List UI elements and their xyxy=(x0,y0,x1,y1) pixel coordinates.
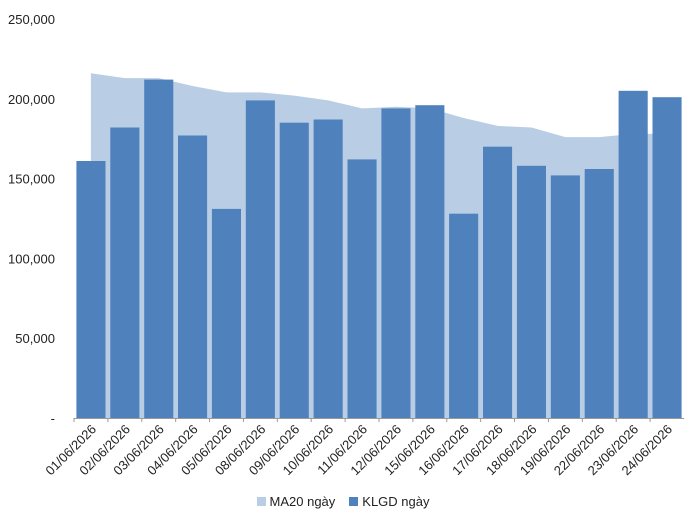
klgd-bar xyxy=(618,90,648,419)
legend-item-ma20: MA20 ngày xyxy=(256,494,336,509)
klgd-bar xyxy=(347,159,377,418)
klgd-bar xyxy=(313,119,343,418)
klgd-bar xyxy=(584,169,614,418)
legend: MA20 ngày KLGD ngày xyxy=(0,494,686,509)
klgd-bar xyxy=(449,213,479,418)
chart: - 50,000 100,000 150,000 200,000 250,000 01/0… xyxy=(8,12,684,478)
klgd-bar xyxy=(483,146,513,418)
legend-item-klgd: KLGD ngày xyxy=(349,494,429,509)
y-axis-ticks: - 50,000 100,000 150,000 200,000 250,000 xyxy=(8,12,55,426)
klgd-bar xyxy=(144,79,174,418)
x-axis-ticks: 01/06/202602/06/202603/06/202604/06/2026… xyxy=(42,418,675,478)
ma20-area-layer xyxy=(90,73,668,419)
legend-label-ma20: MA20 ngày xyxy=(269,494,336,509)
y-tick-label: - xyxy=(51,411,55,426)
y-tick-label: 150,000 xyxy=(8,172,55,187)
klgd-bar xyxy=(652,97,682,418)
klgd-bar xyxy=(245,100,275,419)
klgd-bar xyxy=(415,105,445,418)
y-tick-label: 200,000 xyxy=(8,92,55,107)
klgd-bar xyxy=(211,208,241,418)
legend-swatch-ma20 xyxy=(256,497,266,506)
ma20-area xyxy=(90,73,668,419)
klgd-bar xyxy=(550,175,580,418)
klgd-bar xyxy=(279,122,309,418)
klgd-bar xyxy=(178,135,208,418)
klgd-bar xyxy=(76,161,106,418)
klgd-bar xyxy=(516,165,546,418)
klgd-bar xyxy=(110,127,140,418)
klgd-bar-layer xyxy=(76,79,682,419)
legend-swatch-klgd xyxy=(349,497,359,506)
klgd-bar xyxy=(381,108,411,419)
y-tick-label: 250,000 xyxy=(8,12,55,27)
y-tick-label: 100,000 xyxy=(8,251,55,266)
y-tick-label: 50,000 xyxy=(15,331,55,346)
legend-label-klgd: KLGD ngày xyxy=(362,494,430,509)
